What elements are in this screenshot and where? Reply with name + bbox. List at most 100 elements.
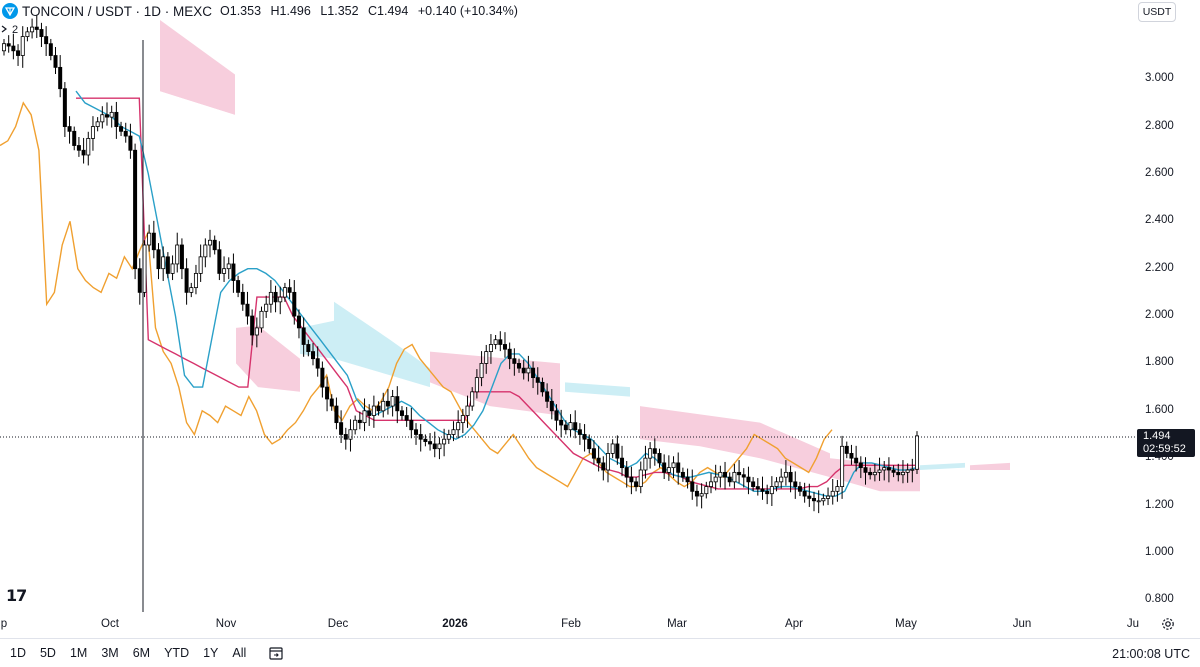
date-range-icon[interactable] bbox=[268, 645, 284, 661]
candle bbox=[189, 282, 194, 298]
candle bbox=[353, 415, 358, 435]
candle bbox=[835, 479, 840, 502]
range-button-all[interactable]: All bbox=[232, 646, 247, 660]
price-chart[interactable] bbox=[0, 0, 1200, 638]
candle bbox=[517, 358, 522, 373]
candle-body bbox=[605, 453, 610, 471]
candle bbox=[34, 14, 39, 38]
candle bbox=[282, 282, 287, 302]
candle-body bbox=[662, 462, 667, 473]
candle bbox=[217, 241, 222, 281]
candle-body bbox=[39, 29, 44, 37]
candle bbox=[390, 389, 395, 417]
tradingview-logo-icon[interactable]: 17 bbox=[6, 586, 27, 605]
candle-body bbox=[48, 43, 53, 56]
candle-body bbox=[690, 481, 695, 492]
range-button-1m[interactable]: 1M bbox=[69, 646, 88, 660]
candle-body bbox=[193, 273, 198, 289]
time-tick-label: Dec bbox=[327, 618, 349, 630]
candle-body bbox=[835, 486, 840, 492]
candle-body bbox=[830, 490, 835, 497]
range-button-6m[interactable]: 6M bbox=[132, 646, 151, 660]
candle bbox=[797, 481, 802, 497]
candle bbox=[53, 47, 58, 74]
candle bbox=[72, 126, 77, 151]
range-button-3m[interactable]: 3M bbox=[101, 646, 119, 660]
currency-selector[interactable]: USDT bbox=[1138, 2, 1176, 22]
candle-body bbox=[395, 396, 400, 412]
candle bbox=[428, 433, 433, 451]
ichimoku-cloud bbox=[160, 20, 1010, 492]
candle-body bbox=[671, 462, 676, 469]
candle bbox=[226, 257, 231, 280]
candle-body bbox=[699, 493, 704, 497]
candle bbox=[629, 466, 634, 495]
candle bbox=[109, 105, 114, 128]
candle-body bbox=[629, 476, 634, 483]
candle bbox=[620, 445, 625, 477]
symbol-title[interactable]: TONCOIN / USDT · 1D · MEXC bbox=[22, 3, 213, 19]
candle-body bbox=[268, 291, 273, 305]
gear-icon[interactable] bbox=[1161, 617, 1175, 631]
indicator-count[interactable]: 2 bbox=[12, 24, 19, 36]
candle-body bbox=[615, 443, 620, 459]
candle-body bbox=[240, 291, 245, 305]
candle-body bbox=[16, 50, 21, 56]
candle-body bbox=[198, 256, 203, 274]
price-tick-label: 2.800 bbox=[1145, 119, 1174, 132]
utc-clock[interactable]: 21:00:08 UTC bbox=[1112, 647, 1190, 661]
range-button-5d[interactable]: 5D bbox=[39, 646, 56, 660]
price-tick-label: 2.600 bbox=[1145, 166, 1174, 179]
candle bbox=[765, 484, 770, 505]
candle bbox=[376, 401, 381, 416]
candle bbox=[287, 279, 292, 299]
candle bbox=[886, 457, 891, 483]
candle bbox=[367, 404, 372, 426]
candle-body bbox=[905, 469, 910, 473]
candle bbox=[184, 258, 189, 305]
candles bbox=[2, 14, 920, 514]
candle-body bbox=[774, 481, 779, 487]
candle-body bbox=[666, 467, 671, 473]
bar-countdown: 02:59:52 bbox=[1143, 443, 1186, 455]
candle-body bbox=[399, 410, 404, 416]
candle-body bbox=[114, 111, 119, 127]
range-button-1d[interactable]: 1D bbox=[10, 646, 26, 660]
candle bbox=[6, 35, 11, 53]
candle-body bbox=[704, 486, 709, 495]
candle-body bbox=[526, 367, 531, 374]
candle-body bbox=[858, 462, 863, 469]
candle bbox=[549, 389, 554, 420]
candle bbox=[826, 487, 831, 506]
last-price-tag: 1.494 02:59:52 bbox=[1137, 429, 1195, 457]
candle bbox=[657, 448, 662, 468]
candle-body bbox=[601, 462, 606, 471]
collapse-icon[interactable] bbox=[0, 24, 8, 36]
price-tick-label: 3.000 bbox=[1145, 72, 1174, 85]
candle-body bbox=[573, 422, 578, 431]
candle-body bbox=[816, 500, 821, 503]
range-button-1y[interactable]: 1Y bbox=[203, 646, 219, 660]
candle-body bbox=[250, 315, 255, 336]
candle-body bbox=[128, 135, 133, 151]
candle bbox=[573, 410, 578, 439]
candle bbox=[610, 439, 615, 459]
candle bbox=[2, 38, 7, 56]
candle bbox=[399, 406, 404, 421]
candle-body bbox=[11, 45, 16, 52]
candle bbox=[128, 123, 133, 159]
candle bbox=[811, 491, 816, 512]
candle bbox=[437, 437, 442, 460]
candle-body bbox=[685, 476, 690, 483]
candle bbox=[484, 344, 489, 374]
candle bbox=[498, 331, 503, 352]
candle bbox=[769, 476, 774, 506]
time-tick-label: Ju bbox=[1126, 618, 1140, 630]
candle bbox=[339, 410, 344, 443]
range-button-ytd[interactable]: YTD bbox=[164, 646, 190, 660]
candle bbox=[320, 361, 325, 398]
candle-body bbox=[165, 256, 170, 274]
ohlc-values: O1.353 H1.496 L1.352 C1.494 +0.140 (+10.… bbox=[220, 4, 524, 18]
candle-body bbox=[638, 469, 643, 487]
candle bbox=[245, 291, 250, 325]
